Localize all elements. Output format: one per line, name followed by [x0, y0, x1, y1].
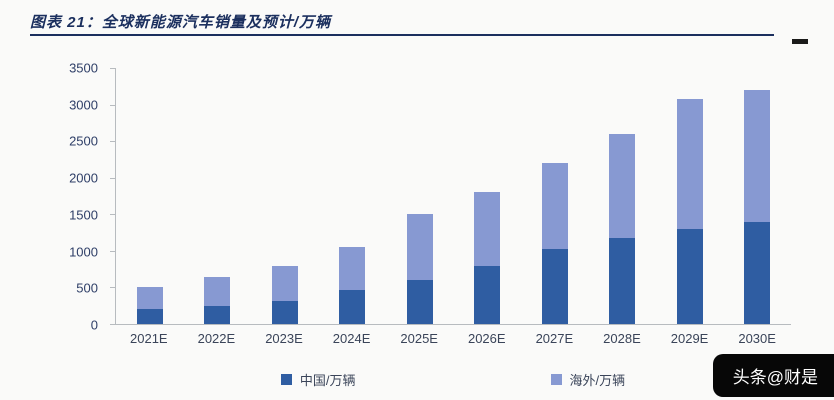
- x-tick-label: 2028E: [603, 331, 641, 346]
- y-tick-label: 2500: [69, 133, 98, 149]
- chart-title: 图表 21：全球新能源汽车销量及预计/万辆: [30, 14, 332, 31]
- legend-label: 海外/万辆: [569, 373, 626, 388]
- bar-2027E: [541, 68, 568, 324]
- legend: 中国/万辆 海外/万辆: [115, 370, 791, 389]
- bar-segment-series-0: [541, 248, 568, 324]
- legend-swatch-icon: [550, 374, 562, 385]
- bar-segment-series-1: [204, 277, 231, 307]
- legend-label: 中国/万辆: [299, 373, 356, 388]
- bar-2021E: [136, 68, 163, 324]
- bar-series: [116, 68, 791, 324]
- bar-segment-series-0: [136, 309, 163, 324]
- bar-segment-series-0: [339, 290, 366, 324]
- bar-2028E: [609, 68, 636, 324]
- bar-segment-series-1: [744, 89, 771, 223]
- legend-item-series-1: 海外/万辆: [550, 370, 626, 389]
- bar-segment-series-1: [271, 265, 298, 301]
- x-tick-label: 2026E: [467, 331, 506, 346]
- title-underline: [30, 34, 774, 36]
- bar-2025E: [406, 68, 433, 324]
- y-tick-mark: [110, 68, 115, 69]
- y-tick-label: 3000: [69, 97, 98, 113]
- watermark: 头条@财是: [712, 354, 834, 397]
- y-tick-mark: [110, 104, 115, 106]
- bar-segment-series-1: [541, 163, 568, 249]
- bar-2023E: [271, 68, 298, 324]
- x-tick-label: 2024E: [332, 331, 371, 346]
- x-tick-label: 2022E: [197, 331, 236, 346]
- x-tick-label: 2030E: [738, 331, 776, 346]
- bar-segment-series-1: [339, 247, 366, 291]
- bar-segment-series-1: [474, 192, 501, 267]
- bar-2030E: [744, 68, 771, 324]
- bar-segment-series-1: [136, 286, 163, 310]
- y-tick-label: 500: [76, 280, 98, 296]
- bar-segment-series-0: [744, 222, 771, 324]
- bar-segment-series-0: [676, 228, 703, 324]
- y-tick-label: 1000: [69, 244, 98, 260]
- y-tick-mark: [110, 287, 115, 289]
- bar-segment-series-0: [271, 300, 298, 324]
- legend-swatch-icon: [280, 374, 292, 385]
- legend-item-series-0: 中国/万辆: [280, 370, 356, 389]
- bar-segment-series-0: [474, 266, 501, 324]
- bar-2029E: [676, 68, 703, 324]
- y-tick-mark: [110, 214, 115, 216]
- x-tick-label: 2029E: [670, 331, 709, 346]
- x-tick-label: 2021E: [130, 331, 168, 346]
- x-tick-label: 2027E: [535, 331, 574, 346]
- x-axis: 2021E 2022E 2023E 2024E 2025E 2026E 2027E 2028E…: [115, 331, 791, 346]
- bar-segment-series-1: [676, 98, 703, 229]
- bar-2024E: [339, 68, 366, 324]
- bar-segment-series-0: [406, 280, 433, 324]
- y-axis: 3500 3000 2500 2000 1500 1000 500 0: [30, 61, 110, 333]
- plot-area: [110, 68, 791, 325]
- y-tick-mark: [110, 141, 115, 143]
- bar-segment-series-1: [609, 133, 636, 239]
- bar-2026E: [474, 68, 501, 324]
- y-tick-mark: [110, 177, 115, 179]
- y-tick-label: 0: [90, 317, 98, 333]
- x-tick-label: 2025E: [400, 331, 438, 346]
- y-tick-mark: [110, 324, 115, 325]
- y-tick-label: 1500: [69, 207, 98, 223]
- corner-mark: [792, 39, 808, 44]
- bar-segment-series-1: [406, 214, 433, 281]
- y-tick-label: 3500: [69, 60, 98, 76]
- x-tick-label: 2023E: [265, 331, 303, 346]
- bar-2022E: [204, 68, 231, 324]
- bar-segment-series-0: [204, 306, 231, 324]
- y-tick-label: 2000: [69, 170, 98, 186]
- bar-segment-series-0: [609, 238, 636, 324]
- y-tick-mark: [110, 250, 115, 252]
